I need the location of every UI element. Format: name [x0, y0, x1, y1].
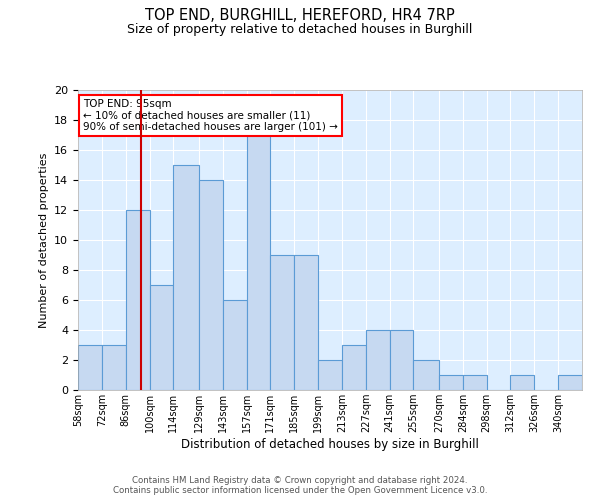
Bar: [413, 360, 439, 390]
Bar: [149, 285, 173, 390]
Bar: [294, 255, 318, 390]
Text: Size of property relative to detached houses in Burghill: Size of property relative to detached ho…: [127, 22, 473, 36]
Bar: [125, 210, 149, 390]
Bar: [102, 345, 125, 390]
Bar: [342, 345, 366, 390]
Bar: [199, 180, 223, 390]
Bar: [511, 375, 535, 390]
Text: TOP END: 95sqm
← 10% of detached houses are smaller (11)
90% of semi-detached ho: TOP END: 95sqm ← 10% of detached houses …: [83, 99, 338, 132]
Bar: [558, 375, 582, 390]
Y-axis label: Number of detached properties: Number of detached properties: [38, 152, 49, 328]
Bar: [271, 255, 294, 390]
Bar: [173, 165, 199, 390]
Bar: [78, 345, 102, 390]
Bar: [389, 330, 413, 390]
Bar: [463, 375, 487, 390]
Text: Contains HM Land Registry data © Crown copyright and database right 2024.
Contai: Contains HM Land Registry data © Crown c…: [113, 476, 487, 495]
Bar: [439, 375, 463, 390]
X-axis label: Distribution of detached houses by size in Burghill: Distribution of detached houses by size …: [181, 438, 479, 451]
Bar: [223, 300, 247, 390]
Text: TOP END, BURGHILL, HEREFORD, HR4 7RP: TOP END, BURGHILL, HEREFORD, HR4 7RP: [145, 8, 455, 22]
Bar: [247, 135, 271, 390]
Bar: [318, 360, 342, 390]
Bar: [366, 330, 389, 390]
